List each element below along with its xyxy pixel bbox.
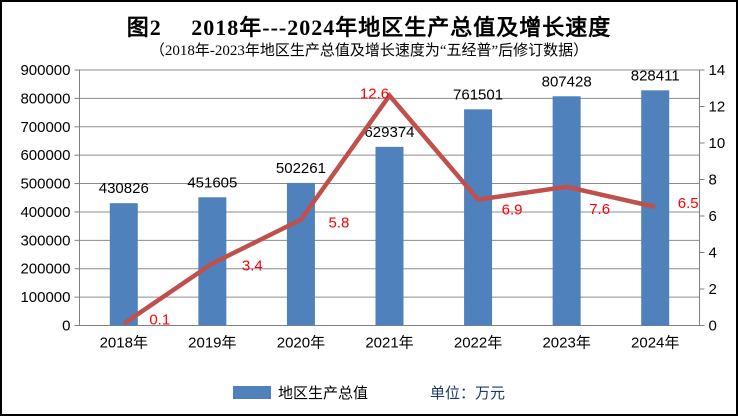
line-value-label: 7.6 xyxy=(589,201,610,218)
right-axis-label: 0 xyxy=(709,318,717,335)
left-axis-label: 500000 xyxy=(20,176,70,193)
right-axis-label: 6 xyxy=(709,208,717,225)
bar-value-label: 828411 xyxy=(631,67,680,84)
x-axis-label: 2024年 xyxy=(631,335,679,352)
left-axis-label: 300000 xyxy=(20,232,70,249)
line-value-label: 6.9 xyxy=(502,202,523,219)
bar-value-label: 502261 xyxy=(276,160,326,177)
right-axis-label: 10 xyxy=(709,135,726,152)
legend-bar-label: 地区生产总值 xyxy=(277,385,368,402)
left-axis-label: 200000 xyxy=(20,261,70,278)
chart-title: 图2 2018年---2024年地区生产总值及增长速度 xyxy=(126,15,612,40)
x-axis-label: 2020年 xyxy=(277,335,325,352)
bar xyxy=(464,109,493,326)
line-value-label: 6.5 xyxy=(678,195,699,212)
bar-value-label: 430826 xyxy=(99,180,149,197)
x-axis-label: 2023年 xyxy=(542,335,590,352)
x-axis-label: 2018年 xyxy=(100,335,148,352)
left-axis-label: 0 xyxy=(62,318,70,335)
line-value-label: 12.6 xyxy=(360,86,389,103)
growth-line xyxy=(122,91,656,326)
unit-label: 单位：万元 xyxy=(430,385,506,402)
right-axis-label: 4 xyxy=(709,245,717,262)
line-value-label: 5.8 xyxy=(328,215,349,232)
line-value-label: 3.4 xyxy=(242,257,263,274)
legend: 地区生产总值 单位：万元 xyxy=(2,382,736,403)
bar xyxy=(375,146,404,326)
left-axis-label: 900000 xyxy=(20,62,70,79)
left-axis-label: 400000 xyxy=(20,204,70,221)
bar xyxy=(641,90,670,326)
chart-subtitle: （2018年-2023年地区生产总值及增长速度为“五经普”后修订数据） xyxy=(149,43,589,59)
right-axis-label: 2 xyxy=(709,281,717,298)
left-axis-label: 800000 xyxy=(20,90,70,107)
bar xyxy=(552,96,581,326)
left-axis-label: 100000 xyxy=(20,289,70,306)
bar-value-label: 629374 xyxy=(364,124,414,141)
bar-value-label: 451605 xyxy=(187,174,237,191)
left-axis-label: 700000 xyxy=(20,119,70,136)
line-value-label: 0.1 xyxy=(149,312,170,329)
right-axis-label: 8 xyxy=(709,172,717,189)
bar-value-label: 761501 xyxy=(453,86,503,103)
right-axis-label: 14 xyxy=(709,62,726,79)
left-axis-label: 600000 xyxy=(20,147,70,164)
x-axis-label: 2019年 xyxy=(188,335,236,352)
right-axis-label: 12 xyxy=(709,99,726,116)
bar xyxy=(109,203,138,326)
legend-bar-swatch xyxy=(232,386,271,399)
x-axis-label: 2021年 xyxy=(365,335,413,352)
bar-value-label: 807428 xyxy=(542,73,592,90)
x-axis-label: 2022年 xyxy=(454,335,502,352)
